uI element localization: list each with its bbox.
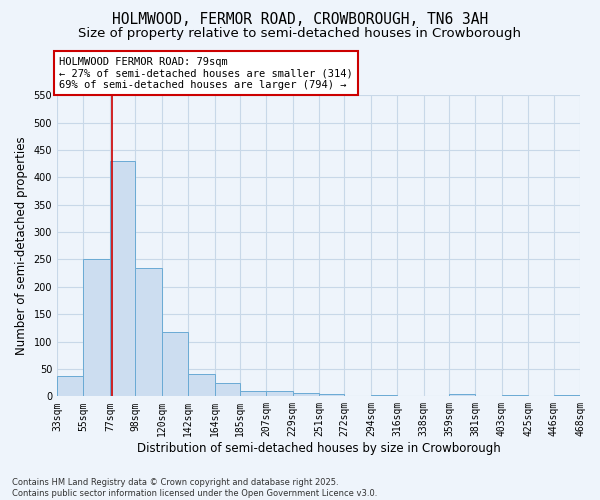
Bar [57,376,83,396]
Bar [554,394,580,396]
Bar [188,374,215,396]
Text: Size of property relative to semi-detached houses in Crowborough: Size of property relative to semi-detach… [79,28,521,40]
Bar [449,394,475,396]
Bar [371,395,397,396]
X-axis label: Distribution of semi-detached houses by size in Crowborough: Distribution of semi-detached houses by … [137,442,500,455]
Bar [83,260,110,396]
Bar [161,332,188,396]
Text: Contains HM Land Registry data © Crown copyright and database right 2025.
Contai: Contains HM Land Registry data © Crown c… [12,478,377,498]
Y-axis label: Number of semi-detached properties: Number of semi-detached properties [15,136,28,355]
Bar [502,394,529,396]
Text: HOLMWOOD FERMOR ROAD: 79sqm
← 27% of semi-detached houses are smaller (314)
69% : HOLMWOOD FERMOR ROAD: 79sqm ← 27% of sem… [59,56,353,90]
Bar [319,394,344,396]
Bar [135,268,161,396]
Bar [293,392,319,396]
Text: HOLMWOOD, FERMOR ROAD, CROWBOROUGH, TN6 3AH: HOLMWOOD, FERMOR ROAD, CROWBOROUGH, TN6 … [112,12,488,28]
Bar [110,161,135,396]
Bar [266,391,293,396]
Bar [240,391,266,396]
Bar [215,382,240,396]
